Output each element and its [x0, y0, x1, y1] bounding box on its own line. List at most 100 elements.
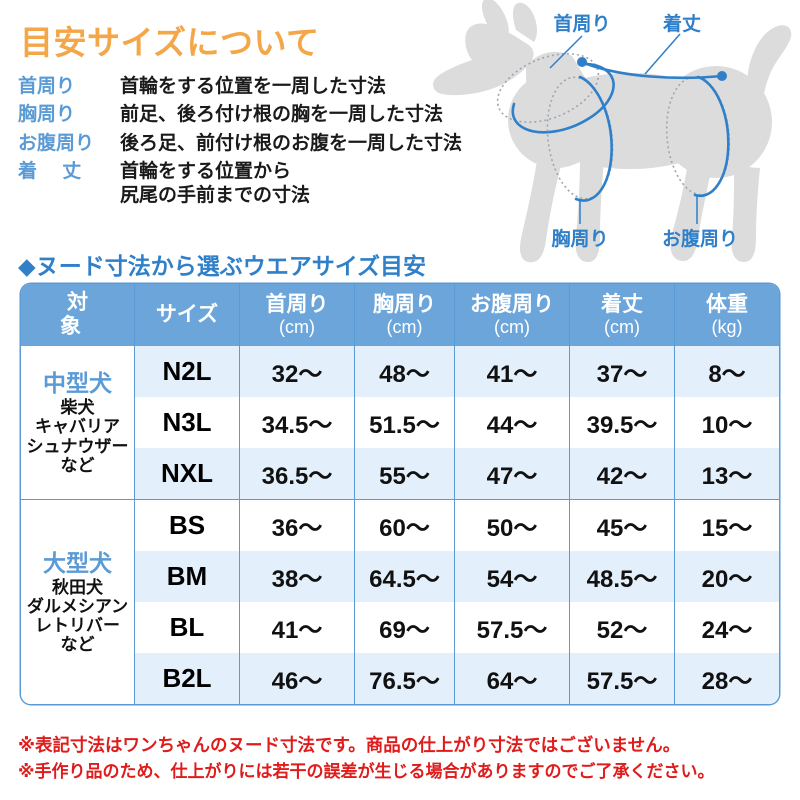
cell-chest: 51.5〜 — [355, 397, 455, 448]
length-start-dot — [577, 57, 587, 67]
column-header-chest-unit: (cm) — [386, 316, 423, 337]
diagram-label-neck: 首周り — [553, 12, 610, 35]
table-row: 大型犬 秋田犬 ダルメシアン レトリバー など BS 36〜 60〜 50〜 4… — [21, 499, 779, 704]
definition-term-chest: 胸周り — [18, 104, 76, 126]
column-header-weight-unit: (kg) — [711, 316, 743, 337]
group-cell-medium: 中型犬 柴犬 キャバリア シュナウザー など — [21, 346, 135, 499]
cell-weight: 10〜 — [675, 397, 779, 448]
dog-front-leg-1 — [520, 154, 562, 263]
column-header-length-unit: (cm) — [604, 316, 640, 337]
cell-belly: 50〜 — [455, 499, 570, 551]
cell-length: 42〜 — [570, 448, 675, 499]
cell-length: 39.5〜 — [570, 397, 675, 448]
cell-neck: 46〜 — [240, 653, 355, 704]
length-end-dot — [717, 71, 727, 81]
cell-neck: 38〜 — [240, 551, 355, 602]
table-row: 中型犬 柴犬 キャバリア シュナウザー など N2L 32〜 48〜 41〜 3… — [21, 346, 779, 499]
column-header-belly-unit: (cm) — [494, 316, 530, 337]
page-title: 目安サイズについて — [20, 24, 320, 61]
group-title-large: 大型犬 — [43, 549, 112, 576]
definition-term-length: 着 丈 — [18, 160, 92, 182]
column-header-length: 着丈 (cm) — [570, 284, 675, 346]
dog-ear-back — [513, 2, 537, 43]
definition-desc-belly: 後ろ足、前付け根のお腹を一周した寸法 — [120, 132, 463, 154]
cell-chest: 69〜 — [355, 602, 455, 653]
column-header-weight: 体重 (kg) — [675, 284, 779, 346]
dog-front-leg-2 — [575, 158, 604, 262]
table-row: NXL 36.5〜 55〜 47〜 42〜 13〜 — [21, 448, 779, 499]
definition-desc-length: 首輪をする位置から 尻尾の手前までの寸法 — [120, 160, 311, 207]
footnotes: ※表記寸法はワンちゃんのヌード寸法です。商品の仕上がり寸法ではございません。 ※… — [18, 732, 788, 785]
column-header-chest-label: 胸周り — [373, 293, 436, 317]
cell-belly: 47〜 — [455, 448, 570, 499]
cell-neck: 34.5〜 — [240, 397, 355, 448]
length-leader-line — [644, 33, 681, 75]
cell-size: N2L — [135, 346, 240, 397]
size-table-body: 中型犬 柴犬 キャバリア シュナウザー など N2L 32〜 48〜 41〜 3… — [21, 346, 779, 704]
dog-rear-leg-1 — [670, 162, 712, 262]
definition-row: 首周り 首輪をする位置を一周した寸法 — [18, 75, 488, 99]
cell-size: N3L — [135, 397, 240, 448]
definition-term-neck: 首周り — [18, 76, 76, 97]
dog-neck — [526, 51, 594, 104]
dog-head — [433, 23, 534, 96]
measurement-definitions: 首周り 首輪をする位置を一周した寸法 胸周り 前足、後ろ付け根の胸を一周した寸法… — [18, 75, 488, 213]
section-heading: ◆ヌード寸法から選ぶウエアサイズ目安 — [18, 253, 426, 279]
table-row: B2L 46〜 76.5〜 64〜 57.5〜 28〜 — [21, 653, 779, 704]
cell-size: BS — [135, 499, 240, 551]
cell-length: 57.5〜 — [570, 653, 675, 704]
column-header-length-label: 着丈 — [601, 293, 643, 317]
cell-belly: 54〜 — [455, 551, 570, 602]
cell-neck: 36.5〜 — [240, 448, 355, 499]
cell-chest: 76.5〜 — [355, 653, 455, 704]
definition-term-belly: お腹周り — [18, 132, 95, 154]
group-subtitle-large: 秋田犬 ダルメシアン レトリバー など — [26, 577, 129, 655]
cell-belly: 44〜 — [455, 397, 570, 448]
cell-weight: 20〜 — [675, 551, 779, 602]
diagram-label-length: 着丈 — [663, 12, 701, 35]
dog-rear-leg-2 — [731, 166, 760, 262]
column-header-neck: 首周り (cm) — [240, 284, 355, 346]
cell-chest: 64.5〜 — [355, 551, 455, 602]
cell-chest: 60〜 — [355, 499, 455, 551]
table-row: BL 41〜 69〜 57.5〜 52〜 24〜 — [21, 602, 779, 653]
cell-weight: 13〜 — [675, 448, 779, 499]
size-table: 対 象 サイズ 首周り (cm) 胸周り (cm) お腹周り — [21, 284, 779, 704]
column-header-belly-label: お腹周り — [470, 293, 554, 317]
cell-chest: 55〜 — [355, 448, 455, 499]
definition-desc-chest: 前足、後ろ付け根の胸を一周した寸法 — [120, 104, 444, 126]
cell-belly: 41〜 — [455, 346, 570, 397]
column-header-target-label: 対 象 — [60, 291, 137, 338]
column-header-neck-label: 首周り — [265, 293, 329, 317]
column-header-neck-unit: (cm) — [279, 316, 315, 337]
footnote-1: ※表記寸法はワンちゃんのヌード寸法です。商品の仕上がり寸法ではございません。 — [18, 735, 681, 755]
diagram-label-chest: 胸周り — [551, 227, 608, 250]
cell-size: BM — [135, 551, 240, 602]
cell-belly: 57.5〜 — [455, 602, 570, 653]
belly-loop-visible — [693, 75, 730, 198]
cell-size: NXL — [135, 448, 240, 499]
table-row: N3L 34.5〜 51.5〜 44〜 39.5〜 10〜 — [21, 397, 779, 448]
cell-weight: 8〜 — [675, 346, 779, 397]
cell-neck: 41〜 — [240, 602, 355, 653]
cell-size: BL — [135, 602, 240, 653]
cell-length: 45〜 — [570, 499, 675, 551]
header-row: 対 象 サイズ 首周り (cm) 胸周り (cm) お腹周り — [21, 284, 779, 346]
definition-desc-neck: 首輪をする位置を一周した寸法 — [120, 76, 387, 97]
size-table-container: 対 象 サイズ 首周り (cm) 胸周り (cm) お腹周り — [21, 284, 779, 704]
dog-tail — [744, 25, 792, 114]
cell-chest: 48〜 — [355, 346, 455, 397]
chest-loop-visible — [574, 75, 613, 202]
column-header-belly: お腹周り (cm) — [455, 284, 570, 346]
footnote-2: ※手作り品のため、仕上がりには若干の誤差が生じる場合がありますのでご了承ください… — [18, 762, 715, 782]
neck-leader-line — [549, 35, 583, 69]
dog-measurement-diagram: 首周り 着丈 胸周り お腹周り — [430, 0, 800, 268]
cell-neck: 32〜 — [240, 346, 355, 397]
table-row: BM 38〜 64.5〜 54〜 48.5〜 20〜 — [21, 551, 779, 602]
diagram-label-belly: お腹周り — [662, 227, 738, 250]
cell-weight: 28〜 — [675, 653, 779, 704]
definition-row: 胸周り 前足、後ろ付け根の胸を一周した寸法 — [18, 103, 488, 127]
cell-neck: 36〜 — [240, 499, 355, 551]
dog-ear-front — [481, 0, 509, 36]
